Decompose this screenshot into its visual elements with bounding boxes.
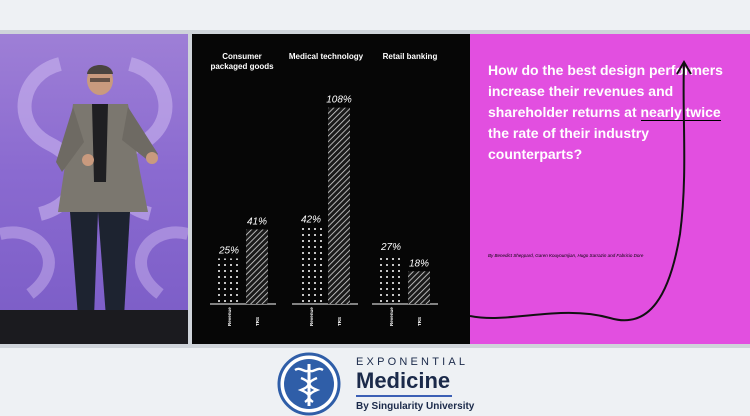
stage-floor: [0, 310, 188, 344]
axis-label-trs-1: TRS: [337, 317, 342, 326]
data-label-revenue-2: 27%: [380, 242, 401, 253]
brand-line-1: EXPONENTIAL: [356, 356, 469, 368]
speaker-video: [0, 34, 188, 344]
speaker-figure: [56, 65, 158, 317]
axis-label-revenue-2: Revenue: [389, 307, 394, 326]
axis-label-revenue-0: Revenue: [227, 307, 232, 326]
slide-authors: By Benedict Sheppard, Garen Kouyoumjian,…: [488, 253, 644, 258]
brand-underline: [356, 395, 452, 397]
brand-line-3: By Singularity University: [356, 401, 475, 412]
data-label-revenue-1: 42%: [301, 215, 321, 226]
growth-arrow-icon: [470, 60, 692, 322]
bar-revenue-2: [380, 254, 402, 304]
data-label-trs-0: 41%: [247, 216, 267, 227]
bottom-band: [0, 348, 750, 416]
axis-label-revenue-1: Revenue: [309, 307, 314, 326]
top-band: [0, 0, 750, 30]
slide-chart-panel: Consumer packaged goods Medical technolo…: [192, 34, 470, 344]
category-label-cpg: Consumer packaged goods: [210, 52, 274, 71]
brand-line-2: Medicine: [356, 368, 451, 393]
axis-label-trs-0: TRS: [255, 317, 260, 326]
slide-question: How do the best design performers increa…: [488, 60, 738, 165]
bar-trs-0: [246, 229, 268, 304]
axis-label-trs-2: TRS: [417, 317, 422, 326]
caduceus-icon: [277, 352, 341, 416]
slide-question-panel: How do the best design performers increa…: [470, 34, 750, 344]
bar-trs-1: [328, 107, 350, 305]
question-underlined-text: nearly twice: [640, 104, 721, 121]
bar-revenue-0: [218, 258, 240, 304]
category-label-medtech: Medical technology: [288, 52, 364, 61]
bar-trs-2: [408, 271, 430, 304]
data-label-trs-1: 108%: [326, 95, 352, 106]
data-label-revenue-0: 25%: [218, 246, 239, 257]
question-text-part2: the rate of their industry counterparts?: [488, 125, 650, 162]
category-label-retail-banking: Retail banking: [382, 52, 438, 61]
data-label-trs-2: 18%: [409, 258, 429, 269]
bar-chart: 25% Revenue 41% TRS 42% Revenue 108% TRS 27% Reve…: [210, 95, 438, 326]
bar-revenue-1: [300, 227, 322, 304]
question-text-part1: How do the best design performers increa…: [488, 62, 723, 120]
